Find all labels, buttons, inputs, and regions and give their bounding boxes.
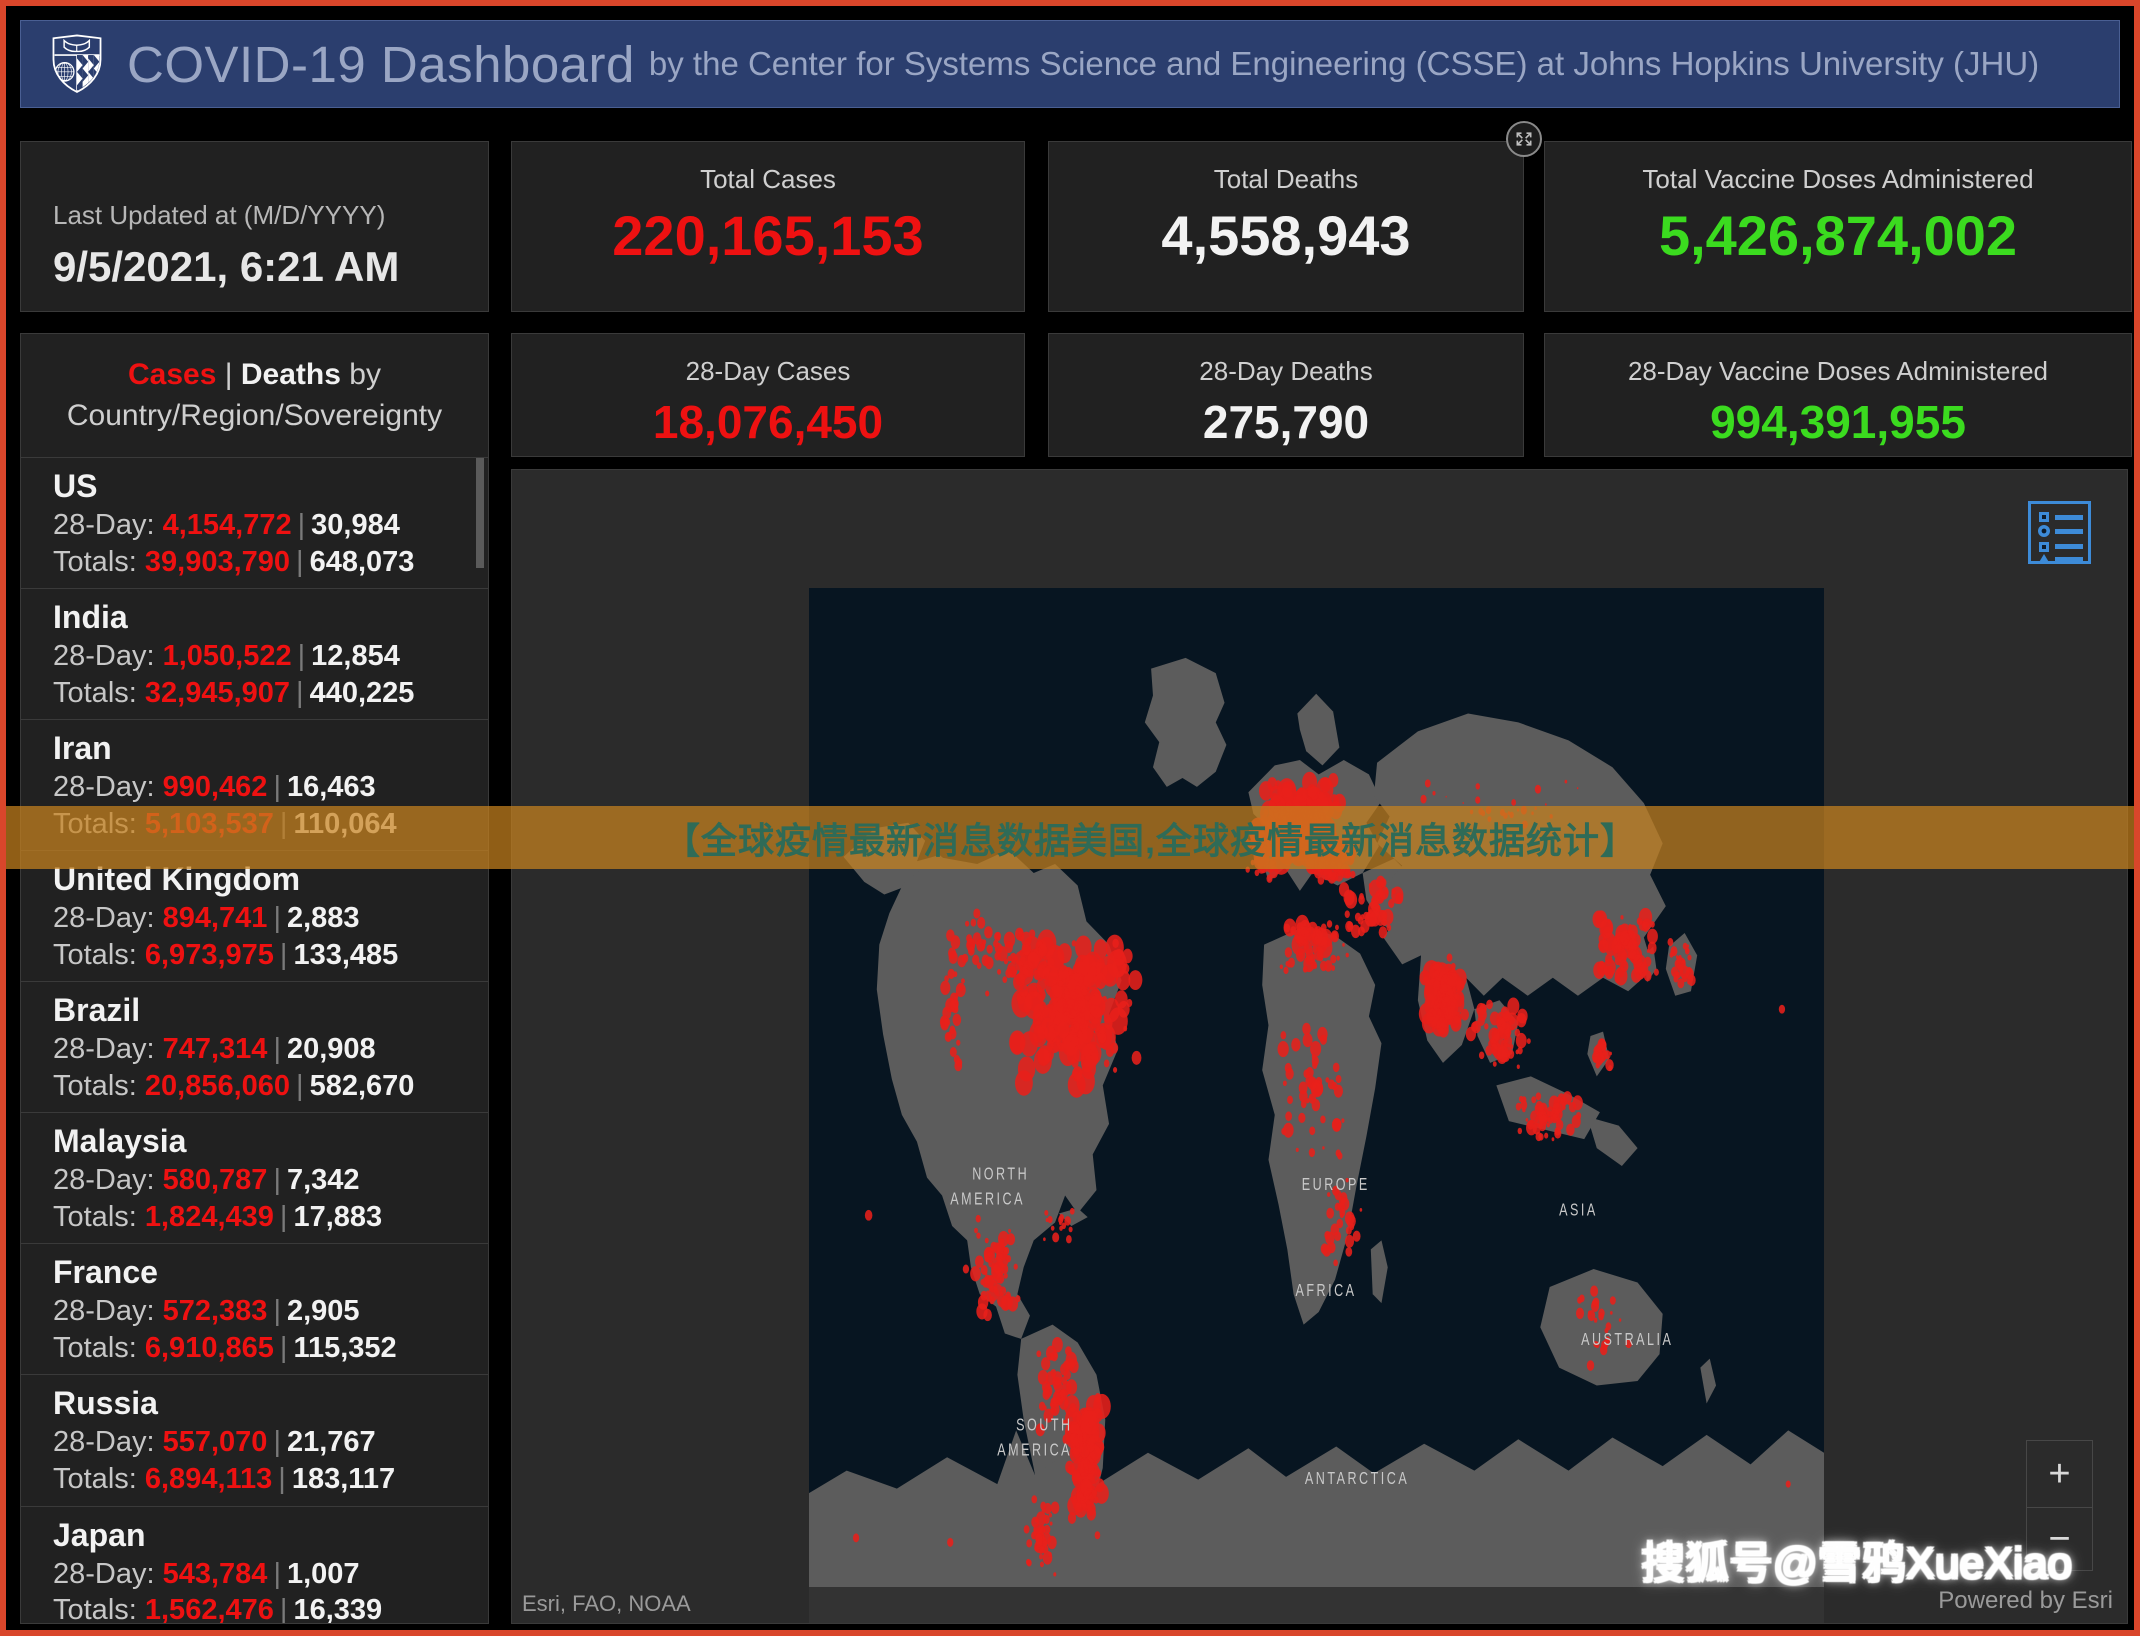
svg-text:ASIA: ASIA	[1559, 1200, 1598, 1220]
svg-text:AMERICA: AMERICA	[997, 1440, 1072, 1460]
svg-text:AFRICA: AFRICA	[1295, 1281, 1356, 1301]
svg-text:AMERICA: AMERICA	[950, 1189, 1025, 1209]
svg-text:EUROPE: EUROPE	[1302, 1175, 1370, 1195]
svg-text:NORTH: NORTH	[972, 1164, 1029, 1184]
svg-text:AUSTRALIA: AUSTRALIA	[1581, 1330, 1673, 1350]
svg-text:ANTARCTICA: ANTARCTICA	[1305, 1469, 1409, 1489]
svg-text:SOUTH: SOUTH	[1016, 1415, 1072, 1435]
